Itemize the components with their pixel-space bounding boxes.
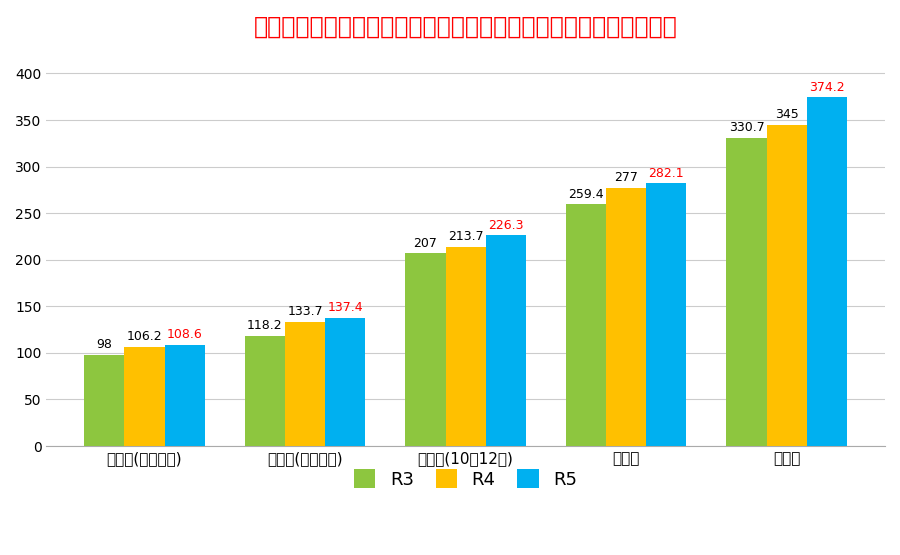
Bar — [245, 336, 285, 446]
Bar — [806, 98, 847, 446]
Text: 118.2: 118.2 — [248, 319, 283, 332]
Bar — [124, 347, 165, 446]
Bar — [85, 355, 124, 446]
Text: 137.4: 137.4 — [328, 301, 363, 314]
Bar — [767, 125, 806, 446]
Text: 106.2: 106.2 — [127, 330, 162, 344]
Bar — [646, 183, 687, 446]
Text: 133.7: 133.7 — [287, 305, 323, 318]
Bar — [285, 321, 325, 446]
Text: 108.6: 108.6 — [166, 328, 202, 341]
Text: 374.2: 374.2 — [809, 81, 844, 94]
Text: 226.3: 226.3 — [488, 219, 524, 231]
Text: 207: 207 — [413, 236, 437, 250]
Text: 259.4: 259.4 — [568, 188, 604, 201]
Text: 282.1: 282.1 — [649, 166, 684, 180]
Bar — [446, 247, 486, 446]
Bar — [566, 204, 606, 446]
Bar — [165, 345, 205, 446]
Text: 98: 98 — [96, 338, 112, 351]
Text: 330.7: 330.7 — [729, 122, 764, 134]
Text: 277: 277 — [614, 171, 638, 184]
Bar — [606, 188, 646, 446]
Bar — [726, 138, 767, 446]
Bar — [486, 235, 526, 446]
Legend: R3, R4, R5: R3, R4, R5 — [346, 462, 585, 496]
Text: 213.7: 213.7 — [448, 230, 483, 243]
Title: 子どものインターネット利用時間（全国：平日一日当たりの平均）: 子どものインターネット利用時間（全国：平日一日当たりの平均） — [254, 15, 678, 39]
Bar — [405, 253, 446, 446]
Text: 345: 345 — [775, 108, 798, 121]
Bar — [325, 318, 365, 446]
